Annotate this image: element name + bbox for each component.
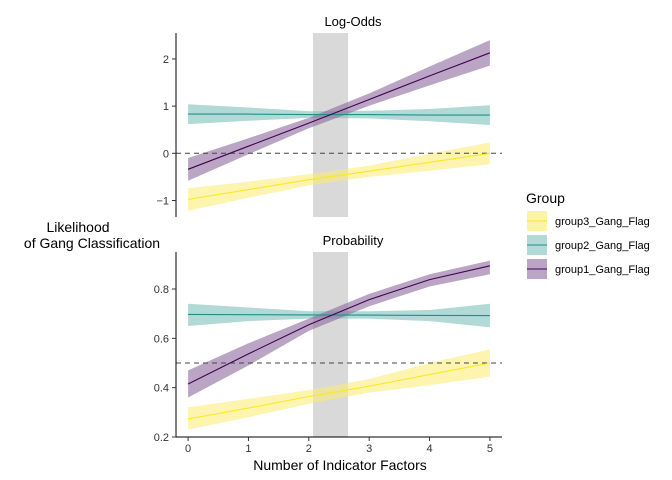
y-tick-label: 2 bbox=[163, 54, 169, 66]
x-tick-label: 1 bbox=[245, 443, 251, 455]
legend-entries: group3_Gang_Flag group2_Gang_Flag group1_G… bbox=[527, 211, 650, 279]
series-line-group2_Gang_Flag bbox=[188, 313, 490, 317]
series-line-group1_Gang_Flag bbox=[187, 265, 491, 385]
panel-log-odds: Log-Odds −1 0 1 2 bbox=[156, 14, 502, 217]
x-tick-label: 2 bbox=[306, 443, 312, 455]
ribbon-group1_Gang_Flag bbox=[188, 260, 490, 398]
panel-probability: Probability 0.2 0.4 0.6 0.8 0 1 2 3 4 5 bbox=[154, 233, 502, 455]
legend-item-group2_Gang_Flag: group2_Gang_Flag bbox=[527, 235, 650, 255]
panels-layer: Log-Odds −1 0 1 2 Probability 0.2 0.4 0.6 0.8 0 1 2 3… bbox=[154, 14, 502, 455]
series-line-group3_Gang_Flag bbox=[188, 152, 490, 201]
ribbon-group1_Gang_Flag bbox=[188, 40, 490, 181]
ribbon-group3_Gang_Flag bbox=[188, 349, 490, 430]
y-axis-title-line-2: of Gang Classification bbox=[24, 235, 160, 251]
series-line-group3_Gang_Flag bbox=[188, 362, 491, 420]
legend-label: group1_Gang_Flag bbox=[555, 264, 650, 276]
ribbon-group3_Gang_Flag bbox=[188, 142, 490, 211]
shaded-band bbox=[313, 252, 349, 437]
series-line-group1_Gang_Flag bbox=[187, 52, 491, 170]
y-tick-label: 0.8 bbox=[154, 284, 169, 296]
y-tick-label: 0.6 bbox=[154, 333, 169, 345]
series-line-group2_Gang_Flag bbox=[188, 113, 490, 116]
y-axis-title-line-1: Likelihood bbox=[46, 219, 109, 235]
legend: Group group3_Gang_Flaggroup2_Gang_Flaggr… bbox=[526, 190, 650, 279]
panel-title: Probability bbox=[323, 233, 384, 248]
legend-item-group1_Gang_Flag: group1_Gang_Flag bbox=[527, 259, 650, 279]
legend-label: group3_Gang_Flag bbox=[555, 216, 650, 228]
x-tick-label: 5 bbox=[487, 443, 493, 455]
x-tick-label: 0 bbox=[185, 443, 191, 455]
legend-label: group2_Gang_Flag bbox=[555, 240, 650, 252]
y-tick-label: 0.2 bbox=[154, 432, 169, 444]
x-tick-label: 3 bbox=[366, 443, 372, 455]
legend-title: Group bbox=[526, 190, 565, 206]
y-tick-label: 1 bbox=[163, 101, 169, 113]
legend-item-group3_Gang_Flag: group3_Gang_Flag bbox=[527, 211, 650, 231]
x-axis-title: Number of Indicator Factors bbox=[253, 457, 427, 473]
panel-title: Log-Odds bbox=[324, 14, 382, 29]
y-tick-label: 0 bbox=[163, 148, 169, 160]
y-tick-label: −1 bbox=[156, 195, 169, 207]
y-tick-label: 0.4 bbox=[154, 383, 169, 395]
shaded-band bbox=[313, 33, 349, 217]
x-tick-label: 4 bbox=[426, 443, 432, 455]
